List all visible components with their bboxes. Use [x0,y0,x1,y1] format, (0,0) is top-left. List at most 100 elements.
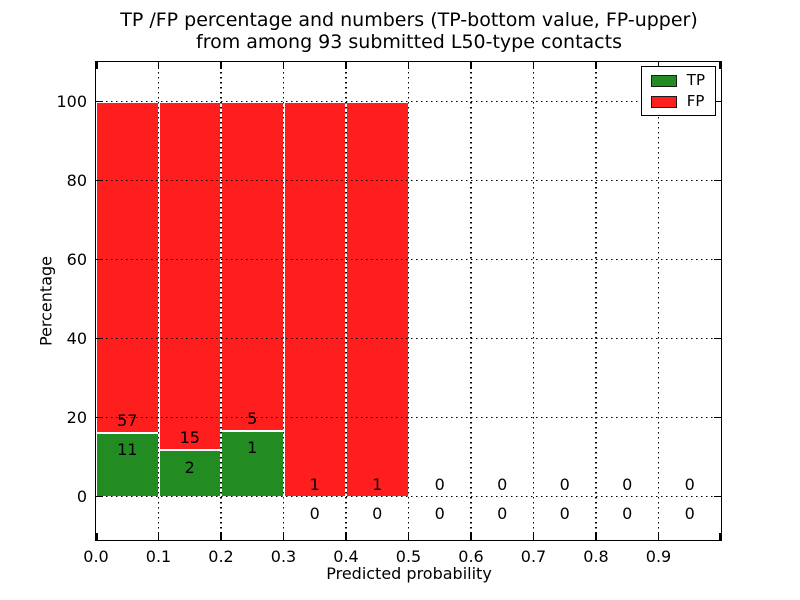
gridline-y [96,100,721,103]
plot-area: TP FP 57 11 15 2 5 1 1 0 1 0 0 0 0 0 0 0 0 0 0 0 0.0 0.1 0.2 0.… [56,61,722,566]
y-axis-label: Percentage [36,255,56,347]
x-tick-label: 0.3 [270,547,297,566]
bar-tp-count-label: 0 [559,504,570,524]
x-tick-mark [345,533,347,540]
gridline-x [470,62,472,540]
y-tick-label: 0 [76,486,87,506]
bar-fp-count-label: 1 [372,474,383,494]
y-tick-mark [96,100,103,103]
y-tick-label: 100 [56,91,87,111]
x-tick-label: 0.6 [458,547,484,566]
bar-fp-segment [221,101,284,431]
x-tick-mark [282,533,285,540]
x-axis-label: Predicted probability [326,564,492,583]
chart-title-line2: from among 93 submitted L50-type contact… [196,31,622,53]
bar-fp-count-label: 0 [559,474,570,494]
x-tick-mark [532,533,535,540]
legend-item-fp: FP [650,92,705,110]
y-tick-mark [96,495,103,498]
legend: TP FP [640,66,716,116]
gridline-x [282,62,285,540]
bar-fp-segment [346,101,409,497]
x-tick-mark [407,533,410,540]
y-tick-mark [714,258,721,261]
x-tick-label: 0.1 [145,547,172,566]
x-tick-label: 0.5 [395,547,422,566]
legend-swatch-tp-icon [650,74,677,87]
bar-fp-count-label: 0 [684,474,695,494]
bar-fp-segment [158,101,221,451]
gridline-x [220,62,222,540]
x-tick-label: 0.0 [83,547,109,566]
bar-tp-count-label: 0 [372,504,383,524]
x-tick-mark [719,62,721,69]
legend-label-fp: FP [686,92,705,110]
x-tick-mark [282,62,285,69]
legend-swatch-fp-icon [650,95,677,108]
y-tick-mark [714,495,721,498]
y-tick-label: 40 [66,328,87,348]
y-tick-label: 60 [66,249,87,269]
x-tick-label: 0.4 [333,547,359,566]
y-tick-mark [714,100,721,103]
x-tick-label: 0.2 [208,547,234,566]
bar-tp-count-label: 0 [684,504,695,524]
x-tick-label: 0.9 [645,547,672,566]
x-tick-mark [157,533,160,540]
y-tick-mark [714,416,721,419]
y-tick-mark [714,179,721,182]
bar-tp-count-label: 11 [117,440,138,460]
x-tick-mark [157,62,160,69]
x-tick-mark [470,62,472,69]
bar-fp-count-label: 0 [434,474,445,494]
bar-tp-count-label: 0 [622,504,633,524]
gridline-y [96,179,721,182]
bar-tp-count-label: 0 [497,504,508,524]
x-tick-mark [532,62,535,69]
y-tick-mark [96,179,103,182]
x-tick-label: 0.8 [583,547,609,566]
x-tick-label: 0.7 [520,547,547,566]
bar-tp-count-label: 0 [309,504,320,524]
gridline-x [345,62,347,540]
legend-item-tp: TP [650,71,705,89]
gridline-y [96,495,721,498]
gridline-x [407,62,410,540]
bar-tp-segment [96,432,159,497]
y-tick-label: 80 [66,170,87,190]
x-tick-mark [407,62,410,69]
legend-label-tp: TP [686,71,705,89]
x-tick-mark [470,533,472,540]
y-tick-mark [96,258,103,261]
x-tick-mark [657,62,660,69]
x-tick-mark [96,62,98,69]
x-tick-mark [220,62,222,69]
x-tick-mark [595,533,597,540]
chart-title-line1: TP /FP percentage and numbers (TP-bottom… [120,9,698,31]
bar-fp-count-label: 15 [179,428,200,448]
bar-fp-count-label: 57 [117,410,138,430]
x-tick-mark [595,62,597,69]
y-tick-mark [714,337,721,340]
chart-title: TP /FP percentage and numbers (TP-bottom… [96,9,722,53]
bar-tp-count-label: 2 [184,457,195,477]
gridline-x [157,62,160,540]
gridline-y [96,258,721,261]
gridline-y [96,416,721,419]
bar-fp-segment [96,101,159,433]
bar-fp-count-label: 1 [309,474,320,494]
x-tick-mark [96,533,98,540]
gridline-x [532,62,535,540]
bar-fp-count-label: 5 [247,408,258,428]
bar-tp-count-label: 1 [247,438,258,458]
bar-fp-segment [283,101,346,497]
x-tick-mark [345,62,347,69]
gridline-x [595,62,597,540]
bar-tp-segment [158,450,221,497]
bar-fp-count-label: 0 [622,474,633,494]
x-tick-mark [657,533,660,540]
gridline-x [657,62,660,540]
y-tick-mark [96,337,103,340]
gridline-y [96,337,721,340]
